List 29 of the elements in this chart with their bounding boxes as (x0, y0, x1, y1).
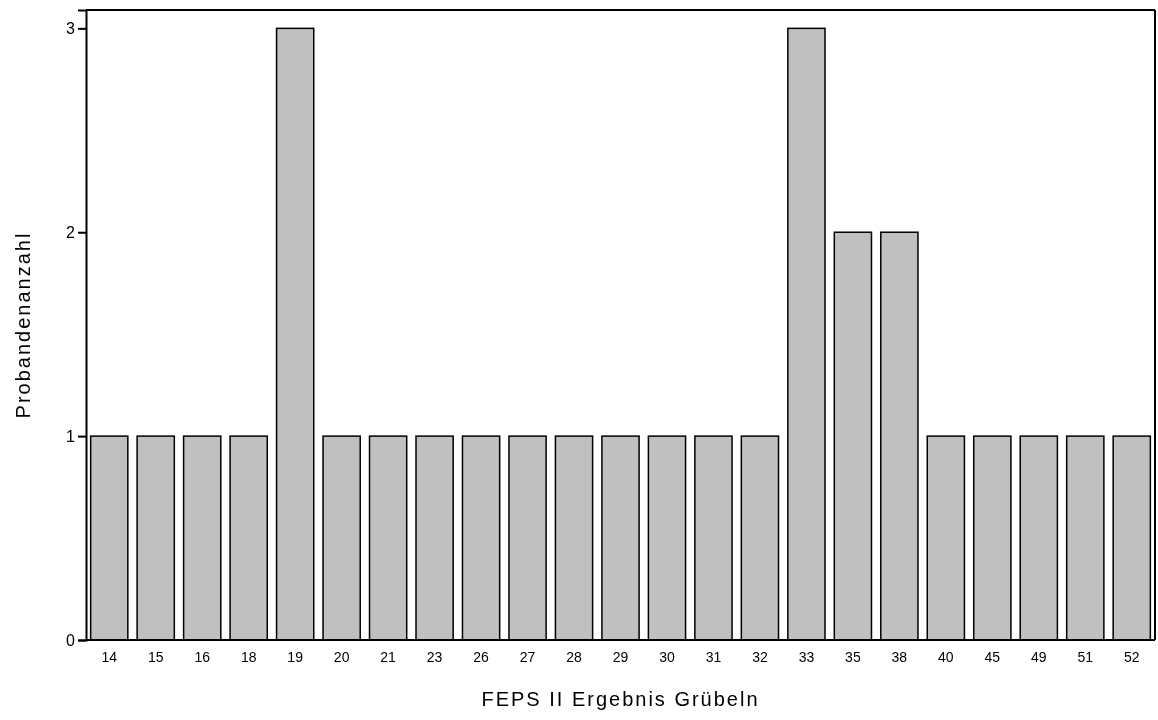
x-tick-label: 33 (798, 648, 815, 665)
y-tick-label: 3 (66, 19, 76, 37)
x-tick-label: 21 (380, 648, 397, 665)
x-tick-label: 29 (612, 648, 629, 665)
x-tick-label: 52 (1123, 648, 1140, 665)
x-tick-label: 20 (333, 648, 350, 665)
x-tick-label: 49 (1031, 648, 1047, 665)
x-tick-label: 23 (426, 648, 443, 665)
x-tick-label: 45 (984, 648, 1001, 665)
x-tick-label: 15 (147, 648, 164, 665)
x-tick-label: 31 (705, 648, 722, 665)
x-tick-label: 18 (240, 648, 257, 665)
x-tick-label: 26 (473, 648, 490, 665)
x-tick-label: 32 (752, 648, 768, 665)
x-tick-label: 51 (1077, 648, 1094, 665)
x-tick-label: 16 (194, 648, 211, 665)
y-tick-label: 2 (66, 223, 76, 241)
y-tick-label: 0 (66, 631, 76, 649)
x-tick-label: 38 (891, 648, 908, 665)
x-tick-label: 35 (845, 648, 861, 665)
x-tick-label: 30 (659, 648, 675, 665)
x-tick-label: 40 (938, 648, 954, 665)
x-tick-label: 28 (566, 648, 583, 665)
x-tick-label: 19 (287, 648, 304, 665)
x-axis-title: FEPS II Ergebnis Grübeln (481, 688, 760, 710)
y-axis-title: Probandenanzahl (12, 231, 34, 419)
x-tick-label: 27 (519, 648, 536, 665)
y-tick-label: 1 (66, 427, 76, 445)
x-tick-label: 14 (101, 648, 118, 665)
